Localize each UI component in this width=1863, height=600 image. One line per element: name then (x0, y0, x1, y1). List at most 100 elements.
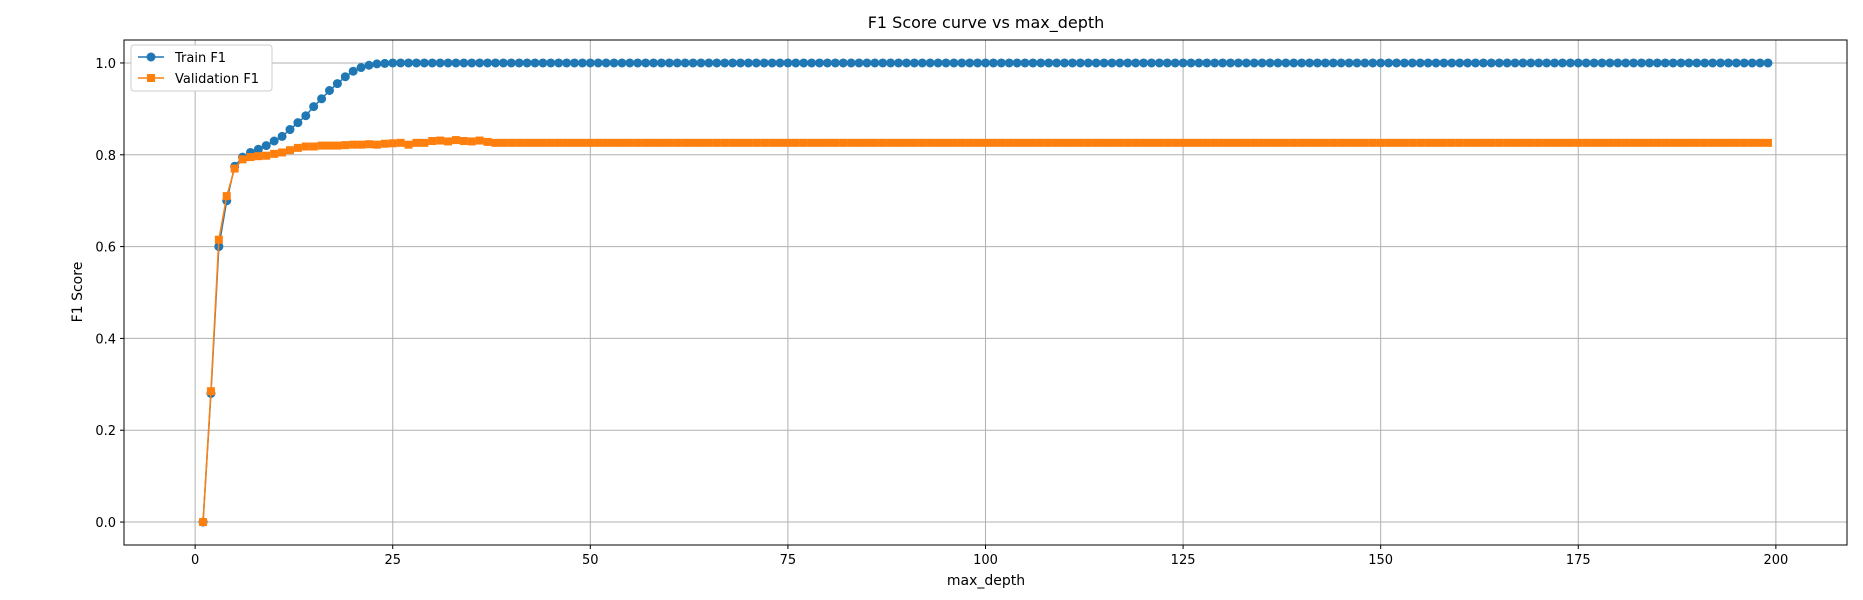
validation-f1-point (546, 138, 555, 147)
train-f1-point (459, 58, 469, 68)
validation-f1-point (538, 138, 547, 147)
validation-f1-point (1013, 138, 1022, 147)
validation-f1-point (1526, 138, 1535, 147)
validation-f1-point (554, 138, 563, 147)
train-f1-point (1146, 58, 1156, 68)
train-f1-point (475, 58, 485, 68)
validation-f1-point (1076, 138, 1085, 147)
train-f1-point (981, 58, 990, 68)
train-f1-point (1344, 58, 1354, 68)
validation-f1-point (783, 138, 792, 147)
validation-f1-point (301, 142, 310, 151)
train-f1-point (467, 58, 477, 68)
validation-f1-point (689, 138, 698, 147)
validation-f1-point (293, 143, 302, 152)
validation-f1-point (1321, 138, 1330, 147)
train-f1-point (807, 58, 817, 68)
train-f1-point (886, 58, 896, 68)
validation-f1-point (1677, 138, 1686, 147)
train-f1-point (1700, 58, 1710, 68)
train-f1-point (1297, 58, 1307, 68)
validation-f1-point (965, 138, 974, 147)
train-f1-point (1526, 58, 1536, 68)
train-f1-point (1384, 58, 1394, 68)
train-f1-point (514, 58, 524, 68)
y-tick-label: 0.6 (95, 241, 116, 256)
train-f1-point (988, 58, 998, 68)
y-tick-label: 0.0 (95, 516, 116, 531)
series-layer (198, 58, 1773, 527)
validation-f1-point (910, 138, 919, 147)
validation-f1-point (1297, 138, 1306, 147)
validation-f1-point (1495, 138, 1504, 147)
train-f1-point (1044, 58, 1054, 68)
train-f1-point (1154, 58, 1164, 68)
train-f1-point (1676, 58, 1686, 68)
train-f1-point (743, 58, 753, 68)
validation-f1-point (1155, 138, 1164, 147)
validation-f1-point (610, 138, 619, 147)
train-f1-point (688, 58, 698, 68)
validation-f1-point (222, 192, 231, 201)
train-f1-point (301, 111, 311, 121)
validation-f1-point (444, 137, 453, 146)
train-f1-point (1502, 58, 1512, 68)
validation-f1-point (831, 138, 840, 147)
train-f1-point (1289, 58, 1299, 68)
train-f1-point (878, 58, 888, 68)
train-f1-point (411, 58, 421, 68)
x-axis-ticks: 0 25 50 75 100 125 150 175 200 (191, 545, 1788, 568)
train-f1-point (1684, 58, 1694, 68)
train-f1-point (1233, 58, 1243, 68)
x-axis-label: max_depth (947, 573, 1025, 589)
train-f1-point (1660, 58, 1670, 68)
train-f1-point (1637, 58, 1647, 68)
validation-f1-point (1044, 138, 1053, 147)
train-f1-point (1107, 58, 1117, 68)
legend-marker-validation (147, 74, 155, 82)
train-f1-point (1336, 58, 1346, 68)
validation-f1-point (1123, 138, 1132, 147)
validation-f1-point (1692, 138, 1701, 147)
train-f1-point (570, 58, 580, 68)
train-f1-point (1542, 58, 1552, 68)
validation-f1-point (1115, 138, 1124, 147)
train-f1-point (1052, 58, 1062, 68)
train-f1-point (830, 58, 840, 68)
validation-f1-point (1147, 138, 1156, 147)
train-f1-point (633, 58, 643, 68)
train-f1-point (1004, 58, 1014, 68)
train-f1-point (1194, 58, 1204, 68)
train-f1-point (696, 58, 706, 68)
validation-f1-point (839, 138, 848, 147)
validation-f1-point (412, 138, 421, 147)
validation-f1-point (1542, 138, 1551, 147)
validation-f1-point (1645, 138, 1654, 147)
validation-f1-point (989, 138, 998, 147)
validation-f1-point (1084, 138, 1093, 147)
validation-f1-point (720, 138, 729, 147)
train-f1-point (1376, 58, 1386, 68)
validation-f1-point (1368, 138, 1377, 147)
train-f1-point (1099, 58, 1109, 68)
train-f1-point (427, 58, 437, 68)
y-tick-label: 0.4 (95, 332, 116, 347)
validation-f1-point (475, 136, 484, 145)
validation-f1-point (1337, 138, 1346, 147)
train-f1-point (1621, 58, 1631, 68)
validation-f1-point (894, 138, 903, 147)
train-f1-point (973, 58, 983, 68)
validation-f1-point (1092, 138, 1101, 147)
train-f1-point (704, 58, 714, 68)
validation-f1-point (1503, 138, 1512, 147)
train-f1-point (783, 58, 793, 68)
train-f1-point (1265, 58, 1275, 68)
validation-f1-point (1590, 138, 1599, 147)
train-f1-point (404, 58, 414, 68)
validation-f1-point (602, 138, 611, 147)
validation-f1-point (704, 138, 713, 147)
validation-f1-point (1471, 138, 1480, 147)
validation-f1-point (1266, 138, 1275, 147)
validation-f1-point (760, 138, 769, 147)
validation-f1-point (1447, 138, 1456, 147)
